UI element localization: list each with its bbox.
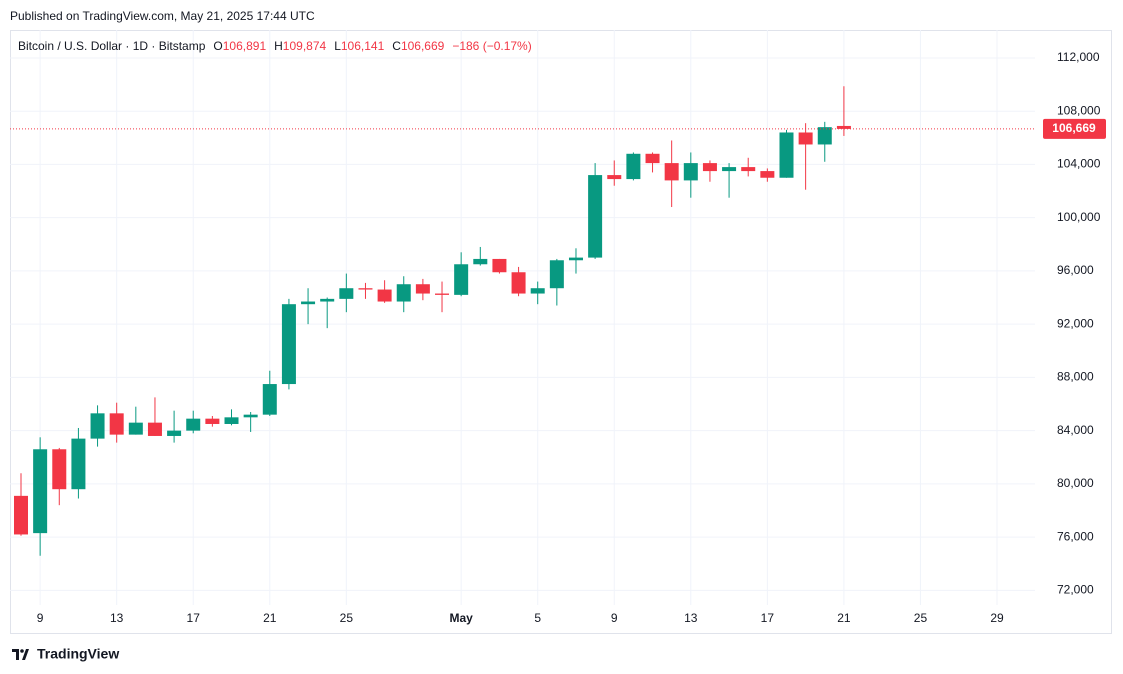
candle-body	[14, 495, 28, 535]
x-tick-label: 25	[914, 611, 928, 625]
candle-body	[109, 413, 124, 435]
candle-body	[511, 272, 526, 294]
last-price-label: 106,669	[1052, 121, 1096, 135]
y-tick-label: 80,000	[1057, 476, 1094, 490]
y-tick-label: 92,000	[1057, 316, 1094, 330]
candle-body	[339, 288, 354, 299]
chart-frame	[10, 30, 1112, 634]
x-tick-label: 21	[263, 611, 277, 625]
candle-body	[358, 288, 373, 290]
candle-body	[683, 163, 698, 181]
x-tick-label: 17	[761, 611, 775, 625]
x-tick-label: May	[449, 611, 473, 625]
candle-body	[741, 167, 756, 172]
y-tick-label: 84,000	[1057, 423, 1094, 437]
candle-body	[664, 163, 679, 181]
field-value: 106,141	[341, 39, 385, 53]
y-tick-label: 88,000	[1057, 370, 1094, 384]
candle-body	[588, 175, 603, 258]
candle-body	[52, 449, 67, 490]
x-tick-label: 9	[37, 611, 44, 625]
candle-body	[454, 264, 469, 295]
x-tick-label: 29	[990, 611, 1004, 625]
x-tick-label: 5	[534, 611, 541, 625]
candle-body	[224, 417, 239, 424]
candle-body	[435, 293, 450, 295]
logo-icon	[12, 649, 29, 660]
candle-body	[549, 260, 564, 289]
candle-body	[33, 449, 48, 534]
y-tick-label: 104,000	[1057, 157, 1101, 171]
last-price-box	[1043, 118, 1106, 139]
candle-body	[626, 153, 641, 180]
candle-body	[396, 284, 411, 302]
candle-body	[817, 127, 832, 145]
y-tick-label: 72,000	[1057, 583, 1094, 597]
x-tick-label: 13	[110, 611, 124, 625]
candle-body	[301, 301, 316, 305]
brand-logo: TradingView	[12, 646, 119, 662]
candle-body	[167, 430, 182, 436]
change: −186 (−0.17%)	[452, 39, 531, 53]
published-note: Published on TradingView.com, May 21, 20…	[10, 9, 315, 23]
candle-body	[147, 422, 162, 436]
x-tick-label: 13	[684, 611, 698, 625]
x-tick-label: 25	[340, 611, 354, 625]
candle-body	[836, 125, 851, 129]
field-key: O	[213, 39, 222, 53]
candle-body	[205, 418, 220, 424]
candle-body	[128, 422, 143, 435]
field-value: 106,891	[223, 39, 267, 53]
candle-body	[90, 413, 105, 439]
brand-name: TradingView	[37, 646, 119, 662]
candle-body	[779, 132, 794, 178]
x-tick-label: 17	[187, 611, 201, 625]
candle-body	[377, 289, 392, 302]
candle-body	[568, 257, 583, 261]
ohlc-legend: Bitcoin / U.S. Dollar · 1D · Bitstamp O10…	[18, 39, 532, 53]
logo-dot	[20, 649, 24, 653]
candle-body	[492, 258, 507, 273]
candle-body	[186, 418, 201, 431]
field-key: C	[392, 39, 401, 53]
candle-body	[262, 384, 277, 415]
candle-body	[243, 414, 258, 418]
field-value: 106,669	[401, 39, 445, 53]
field-key: L	[334, 39, 341, 53]
candle-body	[645, 153, 660, 164]
candle-body	[798, 132, 813, 145]
candle-body	[320, 298, 335, 302]
symbol: Bitcoin / U.S. Dollar · 1D · Bitstamp	[18, 39, 206, 53]
x-tick-label: 21	[837, 611, 851, 625]
candle-body	[530, 288, 545, 294]
candle-body	[415, 284, 430, 294]
y-tick-label: 76,000	[1057, 529, 1094, 543]
candle-body	[760, 171, 775, 178]
y-tick-label: 108,000	[1057, 103, 1101, 117]
y-tick-label: 96,000	[1057, 263, 1094, 277]
candle-body	[71, 438, 86, 490]
y-tick-label: 112,000	[1057, 50, 1100, 64]
candle-body	[607, 175, 622, 180]
candle-body	[473, 258, 488, 265]
y-tick-label: 100,000	[1057, 210, 1101, 224]
candle-body	[702, 163, 717, 172]
candle-body	[281, 304, 296, 385]
x-tick-label: 9	[611, 611, 618, 625]
candle-body	[722, 167, 737, 172]
field-value: 109,874	[283, 39, 327, 53]
field-key: H	[274, 39, 283, 53]
